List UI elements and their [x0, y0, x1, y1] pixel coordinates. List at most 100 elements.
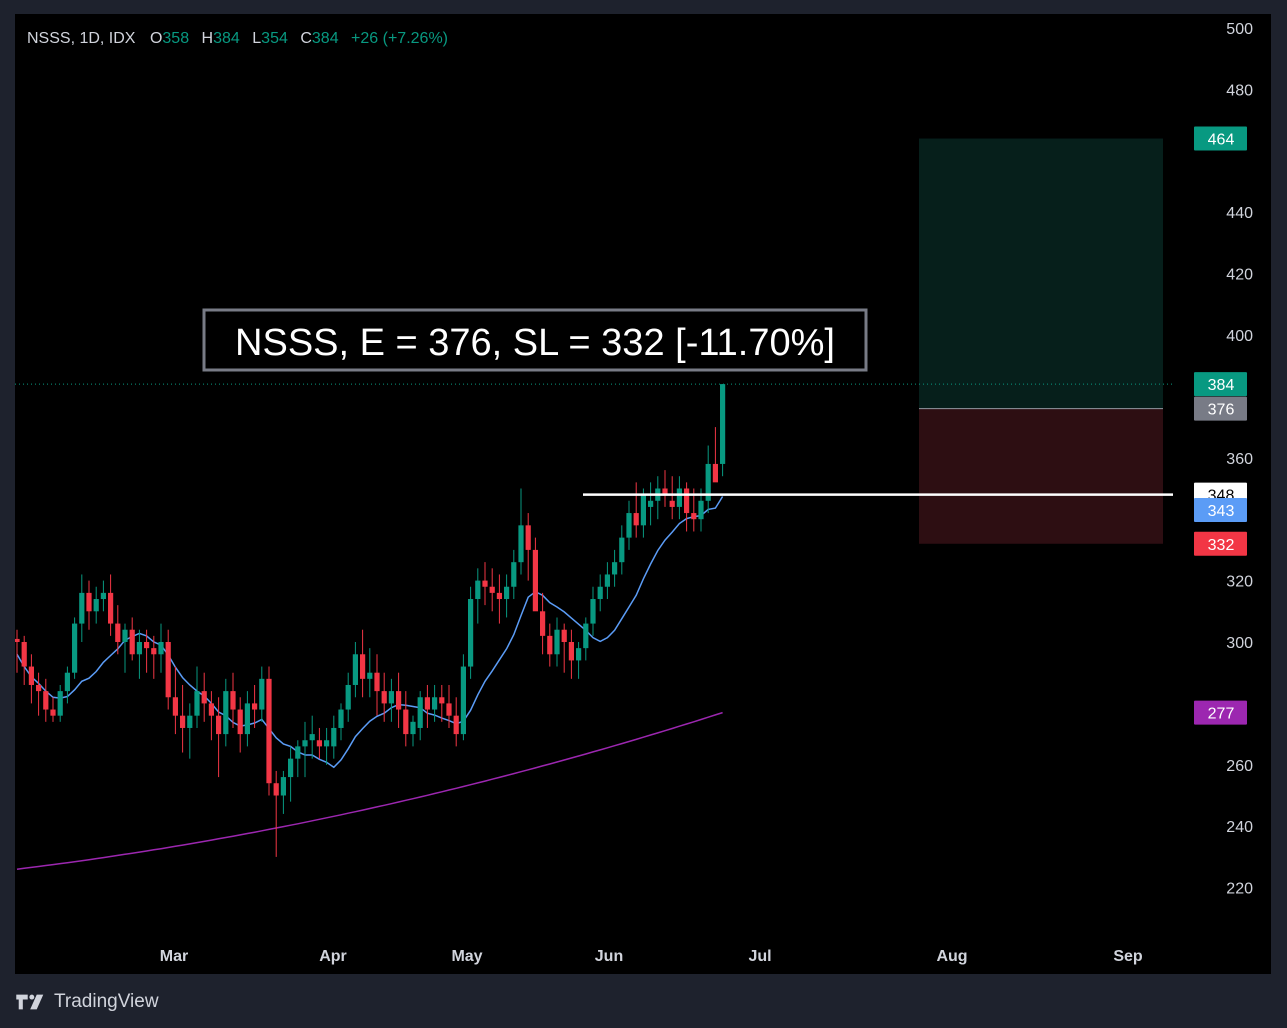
candle[interactable] — [583, 617, 589, 661]
candle[interactable] — [172, 666, 178, 735]
candle[interactable] — [194, 666, 200, 728]
candle[interactable] — [374, 654, 380, 716]
candle[interactable] — [590, 586, 596, 636]
candle[interactable] — [201, 672, 207, 722]
candle[interactable] — [216, 697, 222, 778]
candle[interactable] — [446, 684, 452, 728]
candle[interactable] — [144, 629, 150, 673]
candle[interactable] — [684, 482, 690, 532]
candle[interactable] — [712, 427, 718, 483]
target-zone[interactable] — [919, 138, 1163, 409]
candle[interactable] — [338, 703, 344, 741]
candle[interactable] — [432, 684, 438, 722]
candle[interactable] — [511, 549, 517, 600]
candle[interactable] — [424, 684, 430, 728]
candle[interactable] — [244, 691, 250, 747]
candle[interactable] — [604, 562, 610, 600]
trade-annotation[interactable]: NSSS, E = 376, SL = 332 [-11.70%] — [202, 308, 868, 372]
candle[interactable] — [410, 715, 416, 747]
chart-canvas[interactable]: 500 480 440 420 400 360 320 300 260 240 220 Mar Apr… — [15, 14, 1271, 974]
candle[interactable] — [165, 629, 171, 710]
candle[interactable] — [561, 623, 567, 673]
candle[interactable] — [388, 678, 394, 722]
candle[interactable] — [15, 629, 20, 673]
candle[interactable] — [504, 574, 510, 618]
candle[interactable] — [230, 672, 236, 728]
candle[interactable] — [417, 691, 423, 741]
candle[interactable] — [482, 562, 488, 606]
candle[interactable] — [576, 642, 582, 679]
candle[interactable] — [115, 605, 121, 655]
candle[interactable] — [460, 654, 466, 741]
tradingview-footer[interactable]: TradingView — [16, 990, 159, 1014]
candle[interactable] — [612, 549, 618, 587]
candle[interactable] — [43, 678, 49, 722]
candle[interactable] — [295, 740, 301, 778]
candle[interactable] — [64, 666, 70, 704]
candle[interactable] — [21, 635, 27, 685]
candle[interactable] — [151, 635, 157, 679]
candle[interactable] — [662, 470, 668, 507]
candle[interactable] — [496, 574, 502, 624]
candle[interactable] — [108, 574, 114, 636]
candle[interactable] — [518, 488, 524, 575]
candle[interactable] — [79, 574, 85, 642]
candle[interactable] — [280, 770, 286, 814]
candle[interactable] — [273, 770, 279, 857]
candle[interactable] — [324, 727, 330, 765]
candle[interactable] — [525, 513, 531, 581]
candle[interactable] — [554, 617, 560, 667]
candle[interactable] — [57, 684, 63, 722]
candle[interactable] — [633, 482, 639, 538]
chart-pane[interactable]: 500 480 440 420 400 360 320 300 260 240 220 Mar Apr… — [15, 14, 1271, 974]
candle[interactable] — [122, 623, 128, 673]
candle[interactable] — [489, 568, 495, 612]
candle[interactable] — [129, 617, 135, 661]
candle[interactable] — [100, 580, 106, 612]
candle[interactable] — [396, 672, 402, 728]
candle[interactable] — [720, 384, 726, 477]
candle[interactable] — [532, 537, 538, 612]
annotation-box[interactable] — [202, 308, 868, 372]
candle[interactable] — [360, 629, 366, 698]
candle[interactable] — [158, 623, 164, 673]
candle[interactable] — [619, 525, 625, 575]
candle[interactable] — [187, 703, 193, 759]
candle[interactable] — [648, 482, 654, 526]
candle[interactable] — [302, 721, 308, 778]
candle[interactable] — [180, 684, 186, 753]
candle[interactable] — [669, 476, 675, 520]
candle[interactable] — [208, 691, 214, 741]
candle[interactable] — [367, 648, 373, 698]
candle[interactable] — [655, 476, 661, 520]
candle[interactable] — [439, 684, 445, 722]
candle[interactable] — [93, 586, 99, 624]
candle[interactable] — [568, 629, 574, 679]
candle[interactable] — [403, 691, 409, 747]
candle[interactable] — [252, 684, 258, 728]
candle[interactable] — [352, 642, 358, 698]
candle[interactable] — [705, 445, 711, 514]
candle[interactable] — [381, 672, 387, 722]
candle[interactable] — [259, 666, 265, 722]
candle[interactable] — [237, 697, 243, 753]
candle[interactable] — [626, 500, 632, 550]
candle[interactable] — [36, 672, 42, 716]
candle[interactable] — [676, 476, 682, 520]
candle[interactable] — [468, 586, 474, 679]
candle[interactable] — [597, 574, 603, 612]
candle[interactable] — [640, 488, 646, 538]
candle[interactable] — [309, 715, 315, 759]
candle[interactable] — [136, 629, 142, 679]
stop-zone[interactable] — [919, 408, 1163, 544]
candle[interactable] — [475, 568, 481, 624]
candle[interactable] — [28, 654, 34, 704]
candle[interactable] — [288, 746, 294, 802]
candle[interactable] — [345, 672, 351, 722]
candle[interactable] — [50, 697, 56, 722]
candle[interactable] — [223, 678, 229, 747]
candle[interactable] — [547, 623, 553, 667]
candle[interactable] — [331, 715, 337, 759]
candle[interactable] — [316, 727, 322, 759]
candle[interactable] — [453, 697, 459, 747]
